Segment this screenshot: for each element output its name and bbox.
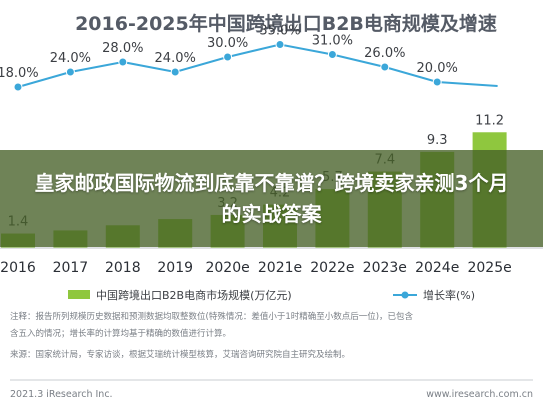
growth-rate-label-2024e: 20.0% <box>417 61 458 76</box>
banner-headline: 皇家邮政国际物流到底靠不靠谱？跨境卖家亲测3个月的实战答案 <box>34 170 509 226</box>
x-tick-2024e: 2024e <box>415 260 459 276</box>
legend-bar-swatch <box>68 290 90 299</box>
note-line-2: 含五入的情况；增长率的计算均基于精确的数值进行计算。 <box>10 328 231 339</box>
x-tick-2021e: 2021e <box>258 260 302 276</box>
growth-rate-label-2017: 24.0% <box>50 51 91 66</box>
growth-rate-point-2017 <box>65 67 75 77</box>
growth-line-layer: 18.0% 24.0% 28.0% 24.0% 30.0% 35.0% 31.0% 26.0%… <box>0 24 498 92</box>
x-tick-2025e: 2025e <box>467 260 511 276</box>
growth-rate-label-2023e: 26.0% <box>364 46 405 61</box>
notes: 注释：报告所列规模历史数据和预测数据均取整数位(特殊情况：差值小于1时精确至小数… <box>10 311 414 360</box>
growth-rate-point-2022e <box>327 50 337 59</box>
legend-bar-label: 中国跨境出口B2B电商市场规模(万亿元) <box>96 288 292 302</box>
note-line-1: 注释：报告所列规模历史数据和预测数据均取整数位(特殊情况：差值小于1时精确至小数… <box>10 311 414 322</box>
source-note: 来源：国家统计局，专家访谈，根据艾瑞统计模型核算，艾瑞咨询研究院自主研究及绘制。 <box>10 349 350 360</box>
growth-rate-label-2019: 24.0% <box>155 51 196 66</box>
growth-rate-label-2016: 18.0% <box>0 66 39 81</box>
growth-rate-point-2021e <box>275 40 285 49</box>
growth-rate-label-2018: 28.0% <box>102 41 143 56</box>
x-tick-2020e: 2020e <box>205 260 249 276</box>
overlay-banner: 皇家邮政国际物流到底靠不靠谱？跨境卖家亲测3个月的实战答案 <box>0 150 543 247</box>
legend: 中国跨境出口B2B电商市场规模(万亿元) 增长率(%) <box>68 288 475 302</box>
growth-rate-point-2016 <box>13 82 23 92</box>
legend-line-marker <box>401 291 409 299</box>
footer-copyright: 2021.3 iResearch Inc. <box>10 389 113 400</box>
footer-url: www.iresearch.com.cn <box>426 389 533 400</box>
growth-rate-label-2021e: 35.0% <box>259 24 300 39</box>
x-tick-2019: 2019 <box>157 260 193 276</box>
x-tick-2016: 2016 <box>0 260 36 276</box>
growth-rate-point-2023e <box>380 62 390 72</box>
legend-line-label: 增长率(%) <box>423 288 475 302</box>
bar-value-label-2025e: 11.2 <box>475 113 504 128</box>
x-tick-2017: 2017 <box>53 260 89 276</box>
growth-rate-label-2020e: 30.0% <box>207 36 248 51</box>
growth-rate-point-2018 <box>118 57 128 67</box>
growth-rate-line <box>17 43 498 88</box>
chart-title: 2016-2025年中国跨境出口B2B电商规模及增速 <box>75 12 497 35</box>
x-axis: 2016 2017 2018 2019 2020e 2021e 2022e 2023e 2024… <box>0 247 543 276</box>
growth-rate-label-2022e: 31.0% <box>312 34 353 49</box>
x-tick-2023e: 2023e <box>363 260 407 276</box>
x-tick-2018: 2018 <box>105 260 141 276</box>
growth-rate-point-2019 <box>170 67 180 77</box>
x-tick-2022e: 2022e <box>310 260 354 276</box>
growth-rate-point-2024e <box>432 77 442 87</box>
bar-value-label-2024e: 9.3 <box>427 133 448 148</box>
growth-rate-point-2020e <box>223 52 233 62</box>
